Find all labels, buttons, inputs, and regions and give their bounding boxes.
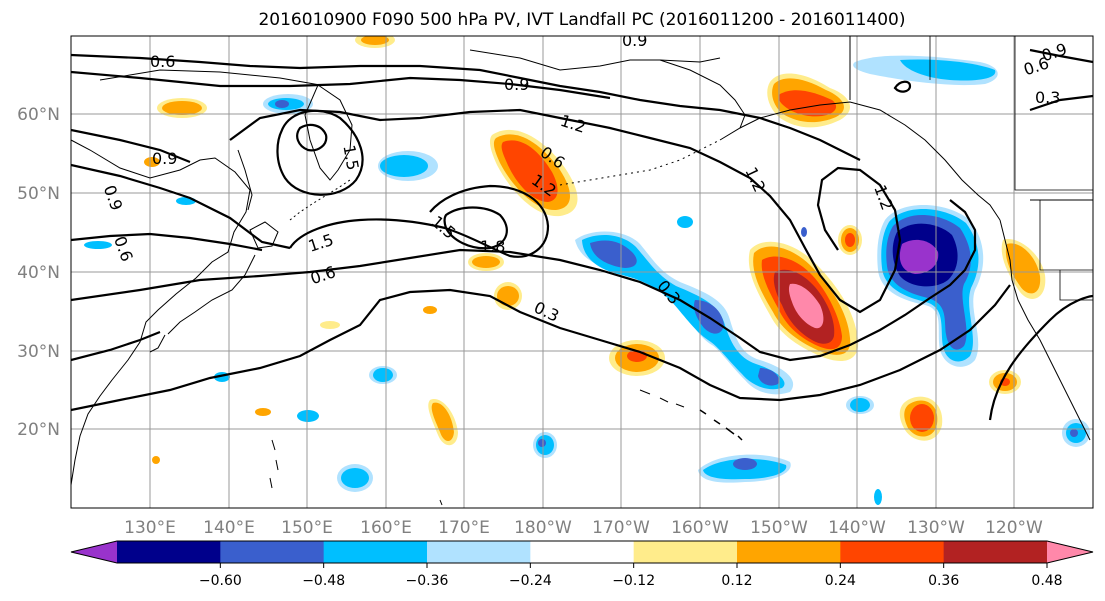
map-area: 0.6 0.9 0.9 1.2 1.5 1.2 0.6 1.2 1.2 0.6 … (71, 31, 1093, 508)
coastlines (71, 36, 1093, 506)
lon-label-170e: 170°E (438, 518, 490, 538)
lon-label-140e: 140°E (203, 518, 255, 538)
lon-label-130w: 130°W (907, 518, 965, 538)
honshu (167, 254, 256, 335)
colorbar-segment (633, 541, 738, 563)
colorbar-tick-label: −0.24 (509, 573, 552, 589)
chukotka (469, 49, 721, 71)
colorbar-tick-label: −0.48 (302, 573, 345, 589)
contour-0.9-west (71, 128, 191, 164)
latitude-labels: 60°N 50°N 40°N 30°N 20°N (17, 105, 60, 440)
lon-label-130e: 130°E (124, 518, 176, 538)
asia-coast (71, 139, 251, 486)
contour-0.3 (71, 284, 1011, 412)
colorbar-segment (530, 541, 635, 563)
colorbar: −0.60 −0.48 −0.36 −0.24 −0.12 0.12 0.24 0.36 0.4… (70, 540, 1094, 589)
colorbar-segment (427, 541, 531, 563)
blob-far-west-orange (157, 98, 207, 118)
aleutians (559, 139, 721, 186)
lat-label-30: 30°N (17, 342, 60, 362)
contour-1.5-mid (289, 184, 550, 258)
bc-coast (999, 219, 1091, 441)
lat-label-50: 50°N (17, 184, 60, 204)
hawaii (699, 409, 743, 441)
lon-label-150w: 150°W (750, 518, 808, 538)
colorbar-tick-label: 0.36 (928, 573, 959, 589)
contour-ne-0.3 (1029, 94, 1093, 112)
colorbar-outline (70, 540, 1094, 564)
colorbar-extend-high (1047, 541, 1093, 563)
lon-label-170w: 170°W (592, 518, 650, 538)
clab-4: 1.5 (339, 143, 362, 171)
colorbar-segments (71, 541, 1093, 563)
contour-1.2 (229, 108, 902, 314)
blob-kurils-blue (378, 151, 438, 181)
contour-1.5-north (276, 109, 364, 196)
contour-0.9-mid (71, 232, 263, 252)
contour-1.8 (443, 206, 508, 250)
blob-aleutian-positive (489, 129, 578, 217)
lat-label-60: 60°N (17, 105, 60, 125)
contour-small-loop (296, 123, 328, 152)
lon-label-140w: 140°W (828, 518, 886, 538)
colorbar-segment (737, 541, 841, 563)
sakhalin (237, 149, 253, 211)
lat-label-20: 20°N (17, 420, 60, 440)
clab-17: 0.9 (622, 31, 647, 50)
colorbar-tick-label: −0.12 (612, 573, 655, 589)
colorbar-tick-label: 0.48 (1031, 573, 1062, 589)
colorbar-ticks: −0.60 −0.48 −0.36 −0.24 −0.12 0.12 0.24 0.36 0.4… (199, 563, 1063, 589)
contour-0.6-sw (71, 330, 161, 362)
contour-ne-0.9 (1029, 48, 1093, 64)
clab-0: 0.6 (150, 52, 175, 71)
contour-nw-loop (893, 80, 912, 93)
colorbar-segment (117, 541, 221, 563)
state-lines (1039, 200, 1093, 301)
blob-main-negative (877, 205, 984, 367)
alaska-coast (719, 101, 1001, 221)
contour-0.6-north (71, 53, 861, 161)
map-title: 2016010900 F090 500 hPa PV, IVT Landfall… (258, 10, 905, 30)
colorbar-tick-label: 0.24 (825, 573, 856, 589)
longitude-labels: 130°E 140°E 150°E 160°E 170°E 180°W 170°… (124, 518, 1043, 538)
kyushu (149, 334, 166, 353)
colorbar-segment (840, 541, 945, 563)
pacific-islands (269, 439, 443, 506)
colorbar-segment (220, 541, 325, 563)
map-frame (70, 35, 1094, 509)
contour-0.6-mid (71, 199, 977, 362)
okhotsk-north (99, 69, 321, 86)
lon-label-150e: 150°E (281, 518, 333, 538)
alaska-west (659, 59, 746, 129)
lon-label-120w: 120°W (985, 518, 1043, 538)
contour-0.9-north (71, 70, 611, 100)
blob-sea-okhotsk-yellow (355, 36, 395, 48)
pv-contours (71, 48, 1093, 421)
lon-label-160w: 160°W (671, 518, 729, 538)
colorbar-segment (943, 541, 1048, 563)
clab-13: 1.8 (480, 237, 505, 256)
blob-subtropical-misc (152, 216, 1090, 505)
colorbar-segment (323, 541, 428, 563)
hokkaido (249, 221, 279, 249)
lon-label-160e: 160°E (360, 518, 412, 538)
colorbar-extend-low (71, 541, 117, 563)
colorbar-tick-label: 0.12 (721, 573, 752, 589)
nw-hawaiian-islands (639, 389, 685, 408)
contour-bc-loop (988, 294, 1093, 421)
clab-20: 0.3 (1035, 88, 1060, 107)
clab-1: 0.9 (152, 149, 177, 168)
contour-1.5-west (71, 163, 291, 250)
blob-yukon-negative (853, 55, 998, 86)
lon-label-180w: 180°W (514, 518, 572, 538)
kurils (289, 179, 351, 221)
lat-label-40: 40°N (17, 263, 60, 283)
province-lines (929, 36, 1093, 191)
clab-2: 0.9 (504, 75, 529, 94)
colorbar-tick-label: −0.36 (406, 573, 449, 589)
colorbar-tick-label: −0.60 (199, 573, 242, 589)
